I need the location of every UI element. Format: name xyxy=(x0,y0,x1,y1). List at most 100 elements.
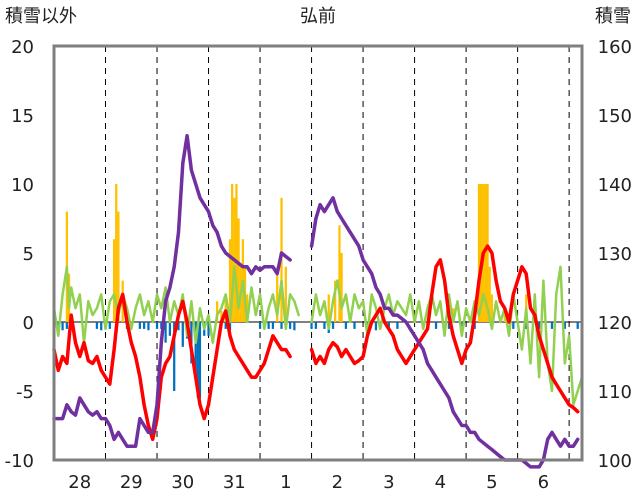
snow_change_negative-bar xyxy=(344,322,348,329)
snowfall-bar xyxy=(276,266,279,322)
wind-line xyxy=(310,265,584,407)
right-tick-label: 150 xyxy=(598,106,632,127)
snowfall-bar xyxy=(477,184,481,322)
snow_change_negative-bar xyxy=(396,322,399,329)
right-axis-label: 積雪 xyxy=(595,6,631,27)
snowfall-bar xyxy=(334,280,337,322)
snowfall-bar xyxy=(284,266,287,322)
right-tick-label: 110 xyxy=(598,382,632,403)
snowfall-bar xyxy=(224,294,227,322)
left-tick-label: 15 xyxy=(11,106,34,127)
snowfall-bar xyxy=(327,294,330,322)
snow_change_negative-bar xyxy=(353,322,356,329)
day-label: 4 xyxy=(435,472,446,493)
day-label: 31 xyxy=(223,472,246,493)
snow_change_negative-bar xyxy=(168,322,172,336)
right-tick-label: 120 xyxy=(598,313,632,334)
left-axis-label: 積雪以外 xyxy=(5,6,77,27)
snow_change_negative-bar xyxy=(177,322,180,331)
snow_change_negative-bar xyxy=(387,322,390,329)
left-tick-label: -10 xyxy=(5,451,34,472)
snow_change_negative-bar xyxy=(512,322,515,329)
snow_change_negative-bar xyxy=(65,322,69,329)
left-tick-label: 0 xyxy=(23,313,34,334)
right-tick-label: 160 xyxy=(598,37,632,58)
snowfall-bar xyxy=(117,211,120,322)
snow_change_negative-bar xyxy=(147,322,150,331)
snow_change_negative-bar xyxy=(194,322,197,378)
plot-frame xyxy=(52,44,584,462)
temperature-line xyxy=(52,292,292,442)
right-tick-label: 100 xyxy=(598,451,632,472)
grid-lines xyxy=(54,46,582,460)
left-tick-label: 10 xyxy=(11,175,34,196)
snow_change_negative-bar xyxy=(280,322,283,329)
day-label: 28 xyxy=(68,472,91,493)
snow_change_negative-bar xyxy=(155,322,159,329)
snow_change_negative-bar xyxy=(374,322,378,331)
snow_change_negative-bar xyxy=(288,322,292,329)
snow_change_negative-bar xyxy=(314,322,317,329)
snowfall-bar xyxy=(340,253,343,322)
snow_change_negative-bar xyxy=(550,322,554,329)
snow_change_negative-bar xyxy=(181,322,184,347)
snow_change_negative-bar xyxy=(196,322,199,398)
snowfall-bar xyxy=(338,225,341,322)
snow_change_negative-bar xyxy=(207,322,210,336)
left-tick-label: 5 xyxy=(23,244,34,265)
snowfall-bar xyxy=(488,266,491,322)
snow_depth-line xyxy=(309,196,580,469)
snowfall-bar xyxy=(228,239,232,322)
snowfall-bar xyxy=(237,218,240,322)
snowfall-bar xyxy=(115,184,118,322)
snow_change_negative-bar xyxy=(267,322,270,329)
wind-line xyxy=(52,265,300,344)
snow_change_negative-bar xyxy=(331,322,335,329)
day-label: 6 xyxy=(538,472,549,493)
line-series xyxy=(52,133,584,469)
left-tick-label: 20 xyxy=(11,37,34,58)
snowfall-bar xyxy=(246,294,249,322)
snow_change_negative-bar xyxy=(61,322,64,331)
day-label: 1 xyxy=(280,472,291,493)
snow_change_negative-bar xyxy=(100,322,103,331)
snow_change_negative-bar xyxy=(160,322,163,329)
snow_change_negative-bar xyxy=(108,322,111,329)
left-tick-label: -5 xyxy=(16,382,34,403)
snow_change_negative-bar xyxy=(258,322,262,329)
snow_change_negative-bar xyxy=(143,322,146,329)
snow_change_negative-bar xyxy=(164,322,167,343)
snowfall-bar xyxy=(486,184,489,322)
day-label: 5 xyxy=(486,472,497,493)
day-label: 2 xyxy=(332,472,343,493)
snow_change_negative-bar xyxy=(525,322,528,329)
snow_change_negative-bar xyxy=(293,322,296,331)
day-label: 3 xyxy=(383,472,394,493)
snowfall-bar xyxy=(215,301,219,322)
snow_change_negative-bar xyxy=(310,322,313,329)
snow_depth-line xyxy=(52,133,292,448)
snow_change_negative-bar xyxy=(138,322,141,329)
snowfall-bar xyxy=(112,239,116,322)
day-label: 29 xyxy=(120,472,143,493)
snow_change_negative-bar xyxy=(576,322,579,329)
snowfall-bar xyxy=(479,184,483,322)
snowfall-bar xyxy=(484,184,487,322)
temperature-line xyxy=(309,244,580,414)
snow_change_negative-bar xyxy=(323,322,326,329)
chart-title: 弘前 xyxy=(300,6,336,27)
snow_change_negative-bar xyxy=(563,322,566,329)
snow_change_negative-bar xyxy=(447,322,451,329)
snowfall-bar xyxy=(490,294,493,322)
right-tick-label: 130 xyxy=(598,244,632,265)
snow_change_negative-bar xyxy=(95,322,99,329)
snowfall-bar xyxy=(231,184,234,322)
day-label: 30 xyxy=(171,472,194,493)
snow_change_negative-bar xyxy=(173,322,176,391)
snow_change_negative-bar xyxy=(537,322,541,329)
snowfall-bar xyxy=(235,184,238,322)
snow_change_negative-bar xyxy=(271,322,275,329)
snow_change_negative-bar xyxy=(434,322,438,329)
